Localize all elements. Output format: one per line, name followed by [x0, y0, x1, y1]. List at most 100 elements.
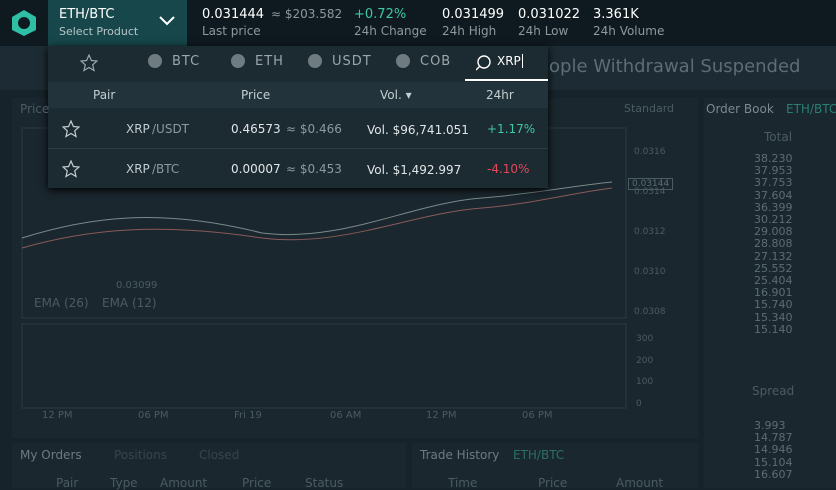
ask-total: 27.132 — [754, 249, 793, 263]
market-tab[interactable]: ETH — [255, 54, 284, 69]
product-button[interactable] — [48, 0, 187, 46]
select-product[interactable]: Select Product — [59, 25, 139, 38]
volume-tick-label: 0 — [636, 398, 642, 409]
time-tick-label: 06 PM — [138, 410, 169, 421]
pair-quote[interactable]: /USDT — [152, 122, 190, 136]
low-value: 0.031022 — [518, 7, 581, 22]
orders-tab[interactable]: Closed — [199, 448, 240, 462]
bid-total: 14.787 — [754, 431, 793, 445]
market-tab[interactable]: BTC — [172, 54, 201, 69]
change-label: 24h Change — [354, 24, 427, 38]
column-header: Price — [241, 88, 271, 102]
order-book-panel — [704, 98, 836, 488]
favorite-star[interactable] — [62, 160, 80, 178]
banner-text: ople Withdrawal Suspended — [549, 56, 801, 77]
product-pair[interactable]: ETH/BTC — [59, 7, 115, 22]
chart-label: Price — [20, 102, 50, 116]
time-tick-label: 06 AM — [330, 410, 362, 421]
bid-total: 3.993 — [754, 419, 786, 432]
high-label: 24h High — [442, 24, 497, 38]
orders-column: Amount — [160, 476, 208, 490]
tab-icon: COB — [396, 54, 410, 68]
price-tick-label: 0.0308 — [634, 307, 666, 317]
current-price-tag: 0.03144 — [628, 178, 674, 190]
search-underline — [465, 79, 548, 81]
trade-column: Amount — [616, 476, 664, 490]
row-divider — [48, 148, 548, 149]
ask-total: 25.404 — [754, 274, 793, 287]
tab-icon: ETH — [231, 54, 245, 68]
row-volume: Vol. $96,741.051 — [367, 123, 469, 137]
orders-column: Pair — [56, 476, 79, 490]
ema-label: EMA (12) — [102, 296, 157, 310]
ask-total: 29.008 — [754, 225, 793, 239]
dropdown-header-row — [48, 82, 548, 108]
logo — [12, 10, 36, 36]
min-price-label: 0.03099 — [116, 280, 158, 291]
column-header: 24hr — [486, 88, 514, 102]
favorites-tab[interactable] — [80, 54, 98, 72]
pair-base[interactable]: XRP — [126, 122, 150, 136]
volume-tick-label: 300 — [636, 334, 654, 344]
trade-column: Price — [538, 476, 568, 490]
price-tick-label: 0.0316 — [634, 147, 666, 157]
price-tick-label: 0.0312 — [634, 227, 666, 237]
volume-tick-label: 200 — [636, 355, 654, 366]
ask-total: 15.740 — [754, 298, 793, 312]
time-tick-label: 06 PM — [522, 410, 553, 421]
orders-tab[interactable]: My Orders — [20, 448, 82, 462]
volume-tick-label: 100 — [636, 377, 654, 387]
row-price: 0.46573 — [231, 122, 281, 136]
row-volume: Vol. $1,492.997 — [367, 163, 462, 177]
last-price-usd: ≈ $203.582 — [271, 7, 343, 21]
ask-total: 25.552 — [754, 261, 793, 275]
orders-column: Price — [242, 476, 272, 490]
ask-total: 37.953 — [754, 164, 793, 178]
trade-column: Time — [448, 476, 478, 490]
column-header: Pair — [93, 88, 116, 102]
pair-base[interactable]: XRP — [126, 162, 150, 176]
spread-label: Spread — [752, 384, 795, 398]
bid-total: 14.946 — [754, 443, 793, 457]
favorite-star[interactable] — [62, 120, 80, 138]
ask-total: 15.340 — [754, 310, 793, 324]
market-tab[interactable]: COB — [420, 54, 452, 69]
ask-total: 30.212 — [754, 213, 793, 226]
orders-column: Status — [305, 476, 344, 490]
pair-quote[interactable]: /BTC — [152, 162, 180, 176]
trade-history-title: Trade History — [420, 448, 500, 462]
search-icon — [476, 55, 491, 71]
trade-panel — [412, 443, 698, 488]
ask-total: 28.808 — [754, 237, 793, 251]
volume-value: 3.361K — [593, 7, 639, 22]
row-change: +1.17% — [487, 122, 536, 136]
toolbar-select: Standard — [624, 102, 675, 115]
row-price-usd: ≈ $0.466 — [286, 122, 342, 136]
time-tick-label: 12 PM — [42, 410, 73, 421]
row-price: 0.00007 — [231, 162, 281, 176]
order-book-pair: ETH/BTC — [786, 102, 836, 116]
last-price: 0.031444 — [202, 7, 265, 22]
last-price-label: Last price — [202, 24, 261, 38]
search-input[interactable]: XRP — [497, 54, 523, 68]
column-header[interactable]: Vol. ▾ — [380, 88, 412, 102]
low-label: 24h Low — [518, 24, 569, 38]
trade-history-pair: ETH/BTC — [513, 448, 565, 462]
bid-total: 15.104 — [754, 455, 793, 469]
ask-total: 15.140 — [754, 322, 793, 336]
price-tick-label: 0.0314 — [634, 187, 666, 197]
bid-total: 16.607 — [754, 467, 793, 481]
time-tick-label: Fri 19 — [234, 410, 262, 421]
tab-icon: USDT — [308, 54, 322, 68]
ask-total: 37.753 — [754, 176, 793, 190]
ask-total: 37.604 — [754, 188, 793, 202]
orders-panel — [12, 443, 406, 488]
chart-decoration — [21, 127, 627, 409]
market-tab[interactable]: USDT — [332, 54, 372, 69]
orders-column: Type — [110, 476, 138, 490]
dropdown — [48, 46, 548, 188]
tab-icon: BTC — [148, 54, 162, 68]
orders-tab[interactable]: Positions — [114, 448, 167, 462]
order-book-title: Order Book — [706, 102, 774, 116]
